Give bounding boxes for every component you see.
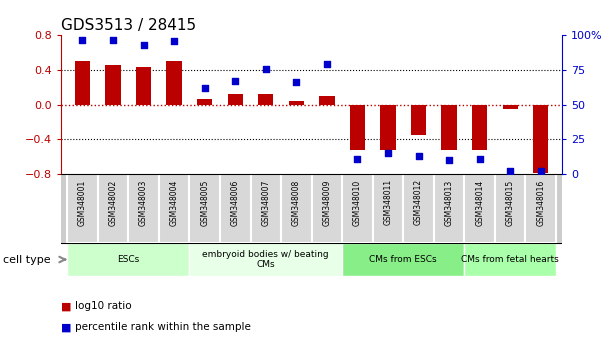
Text: GSM348013: GSM348013 bbox=[445, 179, 453, 225]
Text: GSM348001: GSM348001 bbox=[78, 179, 87, 225]
Bar bbox=[373, 174, 403, 243]
Bar bbox=[220, 174, 251, 243]
Text: GDS3513 / 28415: GDS3513 / 28415 bbox=[61, 18, 196, 33]
Bar bbox=[289, 101, 304, 104]
Bar bbox=[281, 174, 312, 243]
Text: ■: ■ bbox=[61, 322, 75, 332]
Bar bbox=[442, 104, 457, 150]
Text: CMs from ESCs: CMs from ESCs bbox=[370, 255, 437, 264]
Text: GSM348008: GSM348008 bbox=[292, 179, 301, 225]
Bar bbox=[342, 243, 464, 276]
Text: GSM348011: GSM348011 bbox=[384, 179, 392, 225]
Bar bbox=[434, 174, 464, 243]
Bar bbox=[472, 104, 488, 149]
Point bbox=[261, 66, 271, 72]
Text: GSM348012: GSM348012 bbox=[414, 179, 423, 225]
Point bbox=[78, 37, 87, 42]
Point bbox=[108, 37, 118, 42]
Point bbox=[169, 38, 179, 44]
Bar bbox=[67, 174, 98, 243]
Point bbox=[475, 156, 485, 161]
Point bbox=[322, 62, 332, 67]
Bar bbox=[197, 99, 213, 104]
Point bbox=[200, 85, 210, 91]
Text: GSM348009: GSM348009 bbox=[323, 179, 331, 225]
Bar bbox=[106, 65, 121, 104]
Text: ■: ■ bbox=[61, 301, 75, 311]
Text: GSM348004: GSM348004 bbox=[170, 179, 178, 225]
Text: GSM348003: GSM348003 bbox=[139, 179, 148, 225]
Text: cell type: cell type bbox=[3, 255, 51, 264]
Text: embryoid bodies w/ beating
CMs: embryoid bodies w/ beating CMs bbox=[202, 250, 329, 269]
Bar bbox=[251, 174, 281, 243]
Bar bbox=[258, 94, 273, 104]
Text: GSM348005: GSM348005 bbox=[200, 179, 209, 225]
Bar bbox=[403, 174, 434, 243]
Text: GSM348007: GSM348007 bbox=[262, 179, 270, 225]
Bar bbox=[502, 104, 518, 109]
Bar bbox=[189, 174, 220, 243]
Text: GSM348006: GSM348006 bbox=[231, 179, 240, 225]
Bar bbox=[136, 67, 152, 104]
Bar bbox=[464, 174, 495, 243]
Bar bbox=[342, 174, 373, 243]
Bar bbox=[380, 104, 396, 149]
Bar bbox=[533, 104, 549, 173]
Text: log10 ratio: log10 ratio bbox=[75, 301, 131, 311]
Bar bbox=[525, 174, 556, 243]
Bar bbox=[128, 174, 159, 243]
Point bbox=[139, 42, 148, 48]
Text: GSM348010: GSM348010 bbox=[353, 179, 362, 225]
Bar bbox=[464, 243, 556, 276]
Bar bbox=[495, 174, 525, 243]
Bar bbox=[189, 243, 342, 276]
Point bbox=[444, 157, 454, 163]
Point bbox=[291, 80, 301, 85]
Text: GSM348014: GSM348014 bbox=[475, 179, 484, 225]
Text: ESCs: ESCs bbox=[117, 255, 139, 264]
Bar bbox=[320, 96, 335, 104]
Bar bbox=[98, 174, 128, 243]
Point bbox=[353, 156, 362, 161]
Point bbox=[414, 153, 423, 159]
Bar bbox=[312, 174, 342, 243]
Text: GSM348002: GSM348002 bbox=[109, 179, 117, 225]
Bar bbox=[159, 174, 189, 243]
Text: GSM348015: GSM348015 bbox=[506, 179, 514, 225]
Bar bbox=[67, 243, 189, 276]
Text: CMs from fetal hearts: CMs from fetal hearts bbox=[461, 255, 559, 264]
Point bbox=[230, 78, 240, 84]
Bar bbox=[411, 104, 426, 135]
Bar bbox=[75, 61, 90, 104]
Point bbox=[383, 150, 393, 156]
Bar bbox=[349, 104, 365, 149]
Text: GSM348016: GSM348016 bbox=[536, 179, 545, 225]
Point bbox=[505, 168, 515, 174]
Bar bbox=[166, 61, 182, 104]
Point bbox=[536, 168, 546, 174]
Bar bbox=[228, 94, 243, 104]
Text: percentile rank within the sample: percentile rank within the sample bbox=[75, 322, 251, 332]
